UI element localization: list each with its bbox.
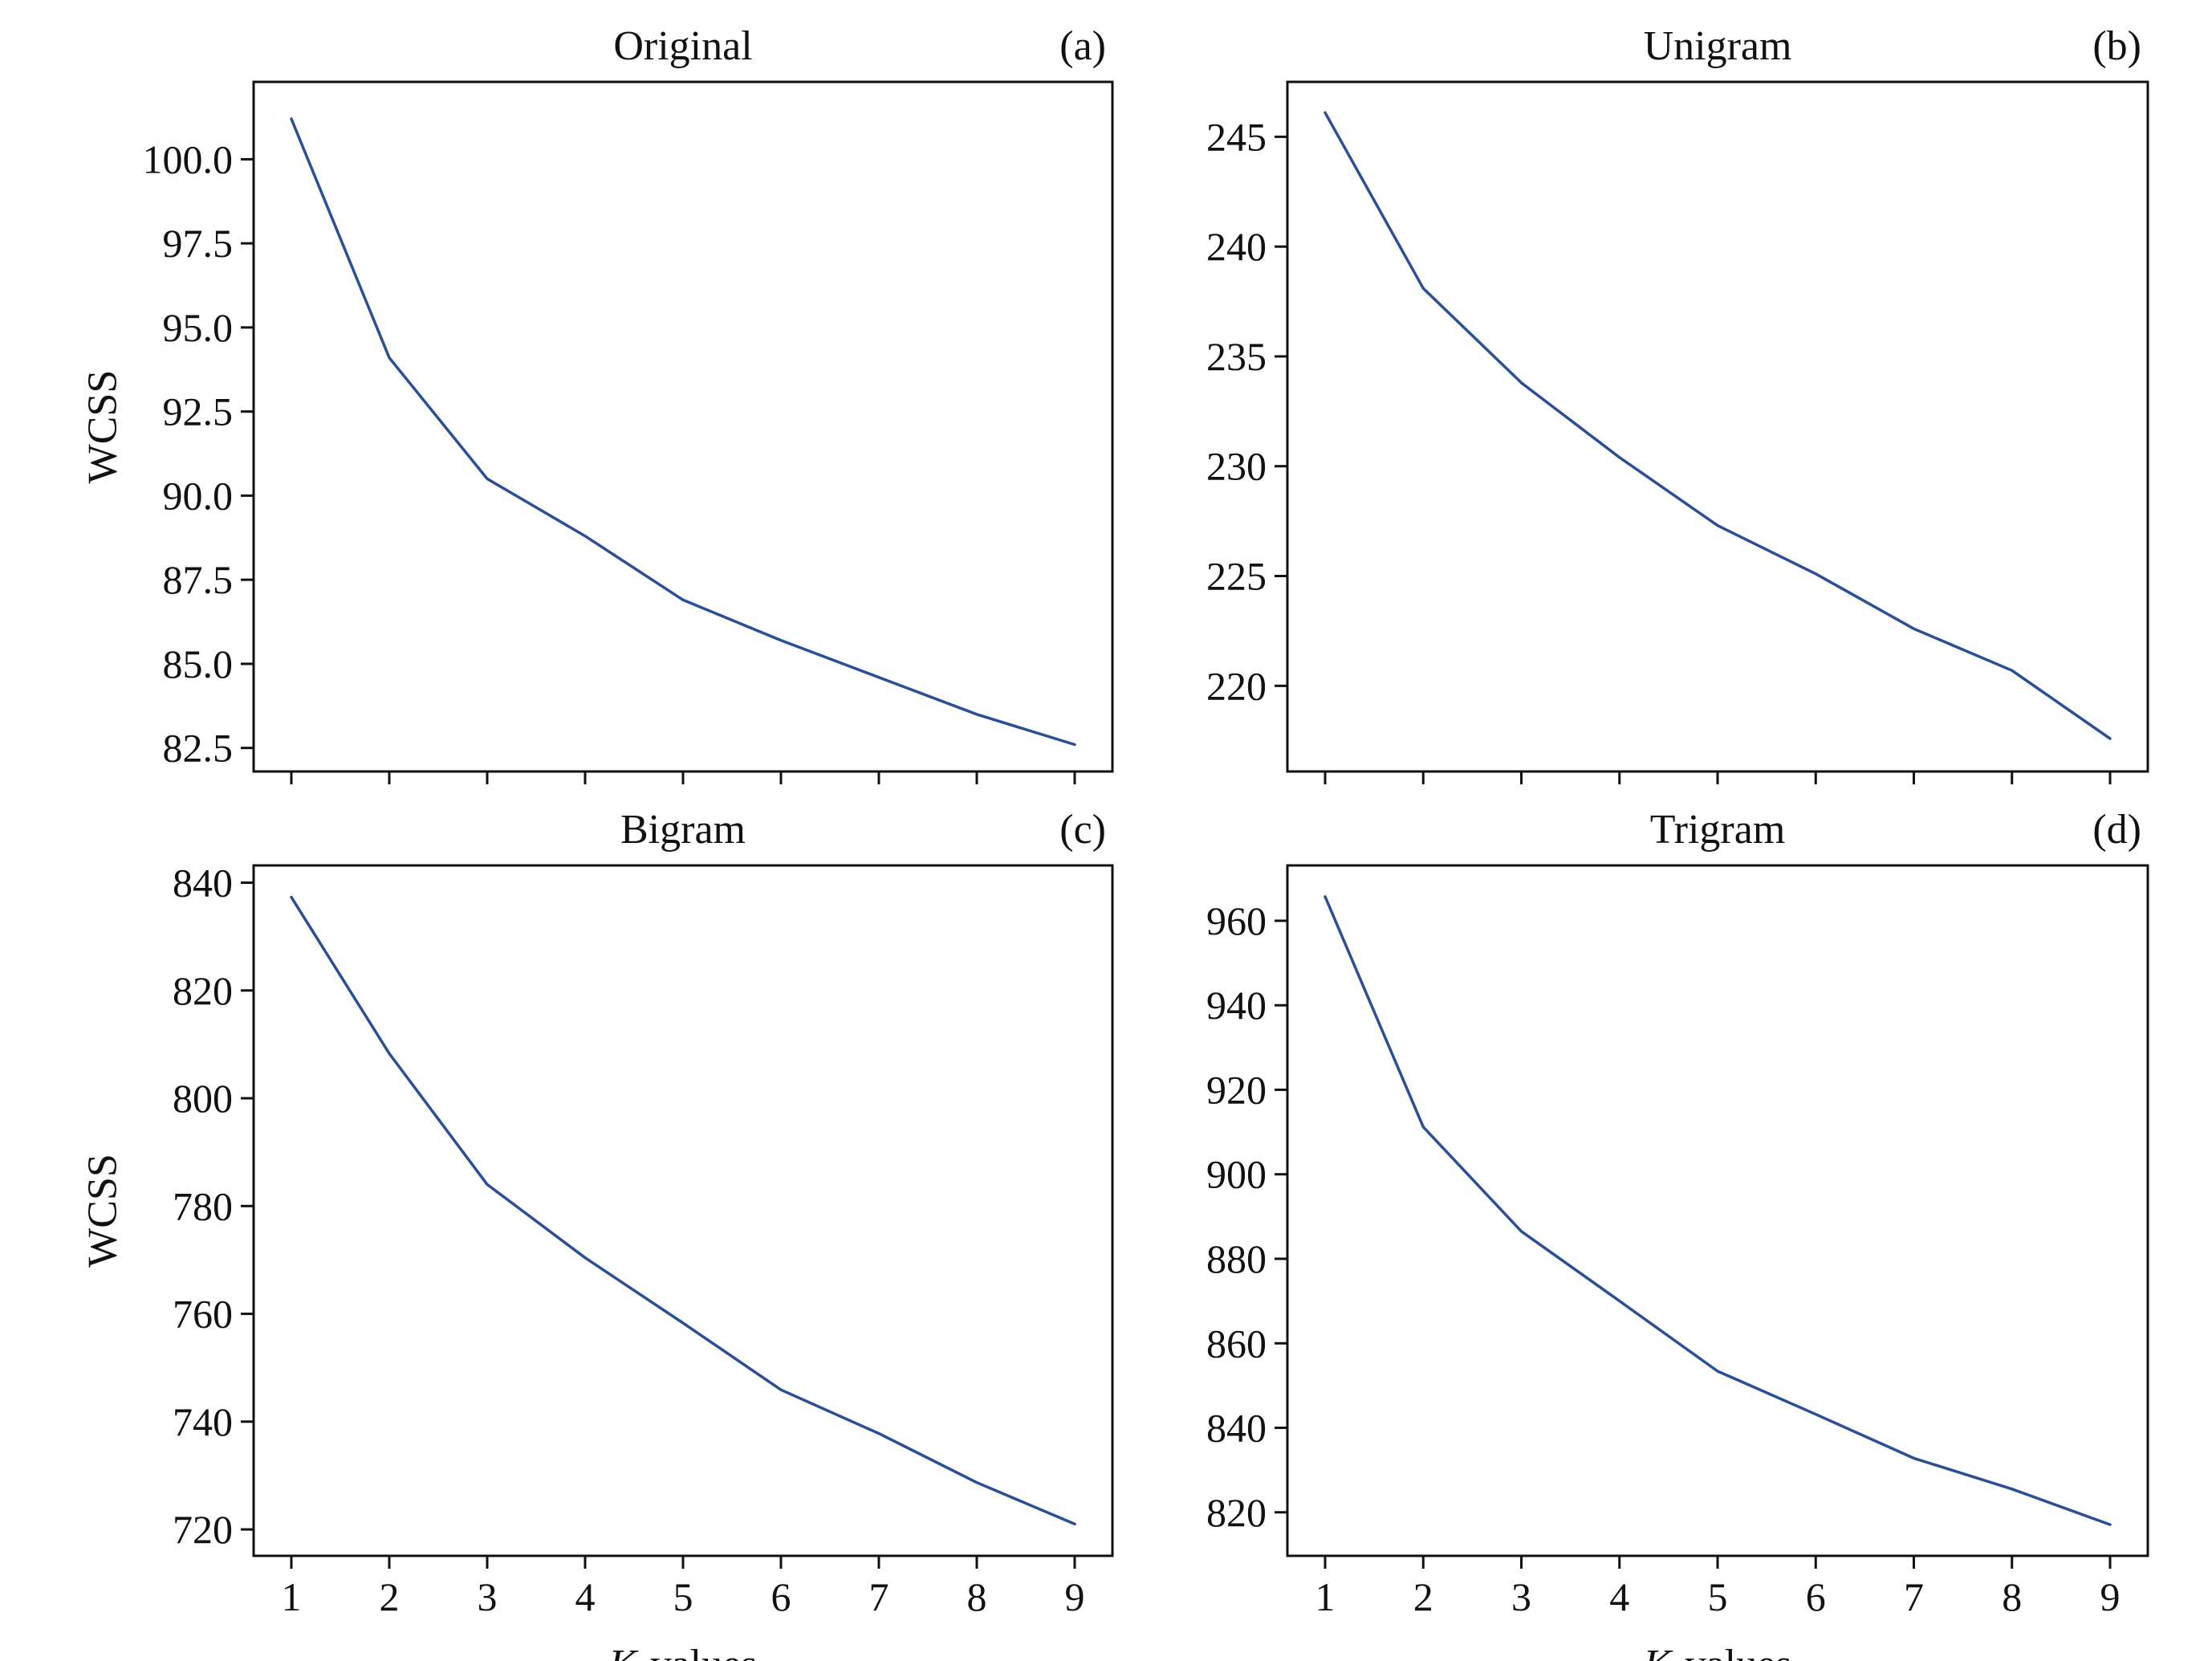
x-tick-label: 3 <box>478 1574 498 1619</box>
x-tick-label: 1 <box>1315 1574 1336 1619</box>
y-tick-label: 920 <box>1206 1067 1267 1112</box>
y-tick-label: 940 <box>1206 983 1267 1028</box>
panel-1: Original (a) 82.5 85.0 87.5 90.0 92.5 95.0 97.5 1… <box>80 23 1114 784</box>
series-line-1 <box>1324 895 2112 1526</box>
y-axis-label: WCSS <box>80 1154 126 1268</box>
y-tick-label: 95.0 <box>163 305 234 350</box>
x-axis-label-var: K <box>608 1642 639 1661</box>
panel-2: Unigram (b) 220 225 230 235 240 245 <box>1206 23 2149 784</box>
x-tick-label: 1 <box>282 1574 302 1619</box>
y-tick-label: 860 <box>1206 1321 1267 1366</box>
x-tick-label: 3 <box>1511 1574 1531 1619</box>
y-tick-label: 820 <box>1206 1490 1267 1535</box>
series-line-1 <box>290 117 1076 747</box>
panel-title: Original <box>613 23 752 69</box>
panel-3: Bigram (c) 720 740 760 780 800 820 840 1 2 3 4 5 6 7 8 9 W… <box>80 807 1114 1661</box>
x-axis-label: K-values <box>608 1642 758 1661</box>
x-tick-label: 2 <box>380 1574 400 1619</box>
y-tick-label: 960 <box>1206 898 1267 943</box>
y-axis-label: WCSS <box>80 370 126 484</box>
y-tick-label: 97.5 <box>163 221 234 266</box>
y-tick-label: 780 <box>173 1183 233 1228</box>
y-tick-label: 900 <box>1206 1152 1267 1197</box>
x-axis-label-text: -values <box>1671 1642 1791 1661</box>
x-axis-label-text: -values <box>636 1642 757 1661</box>
y-tick-label: 880 <box>1206 1236 1267 1281</box>
x-tick-label: 5 <box>673 1574 693 1619</box>
x-tick-label: 2 <box>1413 1574 1433 1619</box>
y-tick-label: 240 <box>1206 224 1267 269</box>
y-tick-label: 230 <box>1206 444 1267 489</box>
y-tick-label: 800 <box>173 1076 233 1121</box>
panel-title: Trigram <box>1650 807 1786 853</box>
y-tick-label: 840 <box>173 860 233 905</box>
x-tick-label: 6 <box>771 1574 791 1619</box>
plot-frame <box>1286 864 2149 1557</box>
plot-frame <box>1286 80 2149 773</box>
panel-label: (a) <box>1059 23 1106 69</box>
x-tick-label: 8 <box>2002 1574 2022 1619</box>
y-tick-label: 225 <box>1206 554 1267 599</box>
panel-4: Trigram (d) 820 840 860 880 900 920 940 960 1 2 3 4 5 6… <box>1206 807 2149 1661</box>
panel-label: (b) <box>2092 23 2141 69</box>
x-tick-label: 4 <box>575 1574 596 1619</box>
x-tick-label: 6 <box>1806 1574 1826 1619</box>
panel-label: (d) <box>2092 807 2141 853</box>
x-tick-label: 9 <box>2100 1574 2121 1619</box>
y-tick-label: 245 <box>1206 114 1267 159</box>
panel-title: Unigram <box>1644 23 1792 69</box>
y-tick-label: 740 <box>173 1399 233 1444</box>
y-tick-label: 100.0 <box>143 136 234 181</box>
panel-label: (c) <box>1059 807 1106 853</box>
panel-title: Bigram <box>620 807 746 853</box>
x-axis-label: K-values <box>1643 1642 1792 1661</box>
x-tick-label: 7 <box>1904 1574 1924 1619</box>
series-line-1 <box>290 895 1076 1526</box>
y-tick-label: 720 <box>173 1507 233 1552</box>
y-tick-label: 92.5 <box>163 389 234 434</box>
y-tick-label: 90.0 <box>163 473 234 518</box>
y-tick-label: 840 <box>1206 1406 1267 1451</box>
x-tick-label: 8 <box>967 1574 987 1619</box>
x-tick-label: 4 <box>1609 1574 1629 1619</box>
plot-frame <box>252 80 1114 773</box>
x-tick-label: 5 <box>1708 1574 1728 1619</box>
x-axis-label-var: K <box>1643 1642 1673 1661</box>
y-tick-label: 235 <box>1206 334 1267 379</box>
y-tick-label: 760 <box>173 1292 233 1337</box>
plot-frame <box>252 864 1114 1557</box>
x-tick-label: 7 <box>869 1574 889 1619</box>
x-tick-label: 9 <box>1065 1574 1085 1619</box>
y-tick-label: 82.5 <box>163 726 234 771</box>
y-tick-label: 820 <box>173 968 233 1013</box>
y-tick-label: 220 <box>1206 663 1267 708</box>
y-tick-label: 87.5 <box>163 557 234 602</box>
series-line-1 <box>1324 111 2112 740</box>
y-tick-label: 85.0 <box>163 641 234 686</box>
